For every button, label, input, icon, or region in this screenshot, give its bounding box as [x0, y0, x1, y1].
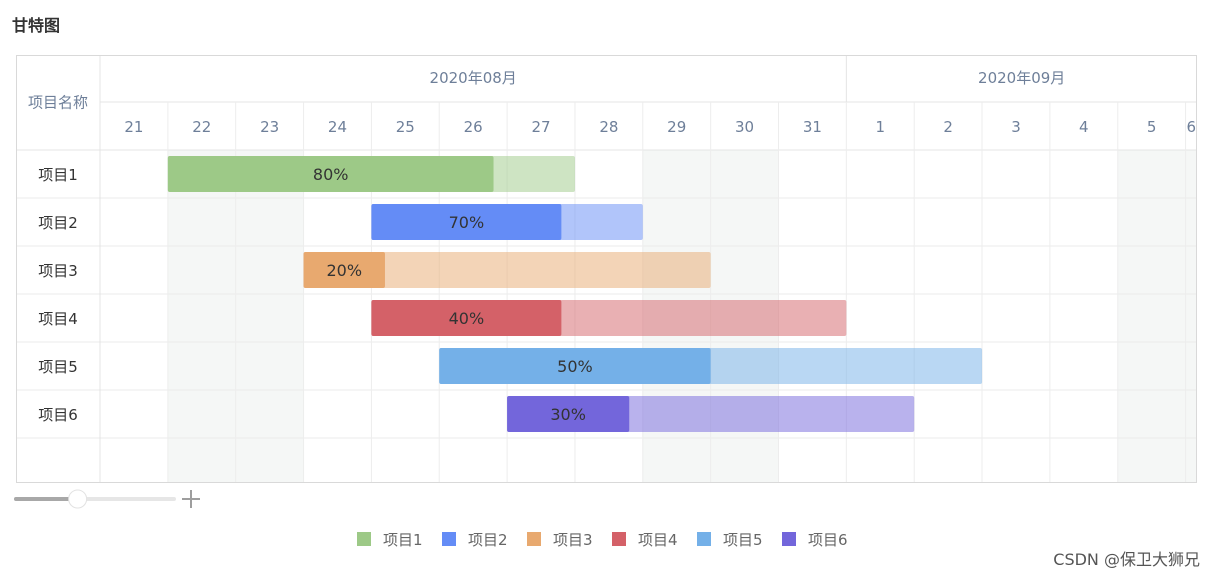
task-progress-bar[interactable] — [371, 204, 562, 240]
task-name: 项目4 — [38, 310, 78, 328]
legend-item-label: 项目6 — [808, 531, 848, 549]
legend-swatch[interactable] — [357, 532, 371, 546]
legend-swatch[interactable] — [782, 532, 796, 546]
task-progress-label: 50% — [557, 357, 593, 376]
day-label: 29 — [667, 118, 686, 136]
row-header-label: 项目名称 — [28, 94, 88, 112]
task-name: 项目5 — [38, 358, 78, 376]
day-label: 2 — [943, 118, 953, 136]
legend-item-label: 项目4 — [638, 531, 678, 549]
day-label: 1 — [876, 118, 886, 136]
task-progress-label: 70% — [449, 213, 485, 232]
task-name: 项目6 — [38, 406, 78, 424]
task-progress-bar[interactable] — [439, 348, 711, 384]
legend-item-label: 项目3 — [553, 531, 593, 549]
legend-swatch[interactable] — [697, 532, 711, 546]
day-label: 30 — [735, 118, 754, 136]
day-label: 22 — [192, 118, 211, 136]
task-progress-bar[interactable] — [303, 252, 385, 288]
watermark-text: CSDN @保卫大狮兄 — [1053, 550, 1200, 569]
day-label: 23 — [260, 118, 279, 136]
day-label: 6 — [1186, 118, 1196, 136]
legend-item-label: 项目1 — [383, 531, 423, 549]
day-label: 21 — [124, 118, 143, 136]
task-name: 项目1 — [38, 166, 78, 184]
legend-item-label: 项目2 — [468, 531, 508, 549]
day-label: 4 — [1079, 118, 1089, 136]
zoom-slider-handle[interactable] — [68, 489, 88, 509]
task-progress-label: 30% — [550, 405, 586, 424]
legend-swatch[interactable] — [442, 532, 456, 546]
chart-border — [16, 55, 1197, 483]
task-progress-label: 40% — [449, 309, 485, 328]
page-title: 甘特图 — [12, 16, 61, 35]
day-label: 28 — [599, 118, 618, 136]
day-label: 24 — [328, 118, 347, 136]
month-label: 2020年09月 — [978, 69, 1065, 87]
task-name: 项目3 — [38, 262, 78, 280]
task-progress-label: 20% — [326, 261, 362, 280]
day-label: 3 — [1011, 118, 1021, 136]
day-label: 5 — [1147, 118, 1157, 136]
legend-swatch[interactable] — [612, 532, 626, 546]
legend-swatch[interactable] — [527, 532, 541, 546]
weekend-column — [1117, 150, 1186, 483]
task-progress-label: 80% — [313, 165, 349, 184]
task-bar[interactable] — [303, 252, 711, 288]
legend-item-label: 项目5 — [723, 531, 763, 549]
weekend-column — [1185, 150, 1197, 483]
month-label: 2020年08月 — [430, 69, 517, 87]
day-label: 31 — [803, 118, 822, 136]
day-label: 26 — [464, 118, 483, 136]
task-progress-bar[interactable] — [167, 156, 494, 192]
task-progress-bar[interactable] — [371, 300, 562, 336]
task-progress-bar[interactable] — [507, 396, 630, 432]
day-label: 25 — [396, 118, 415, 136]
weekend-column — [235, 150, 304, 483]
task-name: 项目2 — [38, 214, 78, 232]
plus-icon[interactable] — [182, 490, 200, 508]
day-label: 27 — [531, 118, 550, 136]
weekend-column — [167, 150, 236, 483]
